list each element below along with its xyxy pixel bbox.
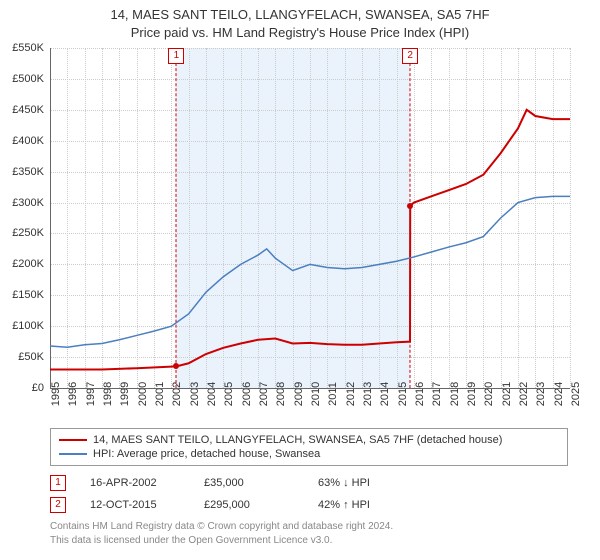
legend-item: 14, MAES SANT TEILO, LLANGYFELACH, SWANS… [59,433,559,447]
sale-price: £35,000 [204,477,294,489]
legend-label: HPI: Average price, detached house, Swan… [93,448,320,460]
ytick-label: £350K [12,166,44,178]
legend-swatch [59,439,87,441]
ytick-label: £300K [12,197,44,209]
ytick-label: £200K [12,258,44,270]
sale-delta: 42% ↑ HPI [318,499,408,511]
sale-row-marker: 2 [50,497,66,513]
ytick-label: £150K [12,289,44,301]
sales-table: 1 16-APR-2002 £35,000 63% ↓ HPI 2 12-OCT-2015… [50,472,550,516]
title-address: 14, MAES SANT TEILO, LLANGYFELACH, SWANS… [0,6,600,24]
chart-title-block: 14, MAES SANT TEILO, LLANGYFELACH, SWANS… [0,0,600,42]
legend-box: 14, MAES SANT TEILO, LLANGYFELACH, SWANS… [50,428,568,466]
xtick-label: 2025 [570,382,582,406]
legend-item: HPI: Average price, detached house, Swan… [59,447,559,461]
sale-price: £295,000 [204,499,294,511]
gridline-v [570,48,571,388]
sale-row-marker: 1 [50,475,66,491]
footer-line-1: Contains HM Land Registry data © Crown c… [50,520,550,534]
ytick-label: £550K [12,42,44,54]
ytick-label: £250K [12,227,44,239]
series-hpi [50,196,570,347]
ytick-label: £400K [12,135,44,147]
ytick-label: £50K [18,351,44,363]
footer-attribution: Contains HM Land Registry data © Crown c… [50,520,550,547]
ytick-label: £500K [12,73,44,85]
ytick-label: £100K [12,320,44,332]
footer-line-2: This data is licensed under the Open Gov… [50,534,550,548]
ytick-label: £450K [12,104,44,116]
title-subtitle: Price paid vs. HM Land Registry's House … [0,24,600,42]
sale-row: 2 12-OCT-2015 £295,000 42% ↑ HPI [50,494,550,516]
sale-date: 12-OCT-2015 [90,499,180,511]
ytick-label: £0 [32,382,44,394]
price-chart: £0£50K£100K£150K£200K£250K£300K£350K£400… [50,48,570,388]
sale-delta: 63% ↓ HPI [318,477,408,489]
legend-swatch [59,453,87,455]
legend-label: 14, MAES SANT TEILO, LLANGYFELACH, SWANS… [93,434,502,446]
series-property [50,110,570,370]
sale-row: 1 16-APR-2002 £35,000 63% ↓ HPI [50,472,550,494]
sale-date: 16-APR-2002 [90,477,180,489]
